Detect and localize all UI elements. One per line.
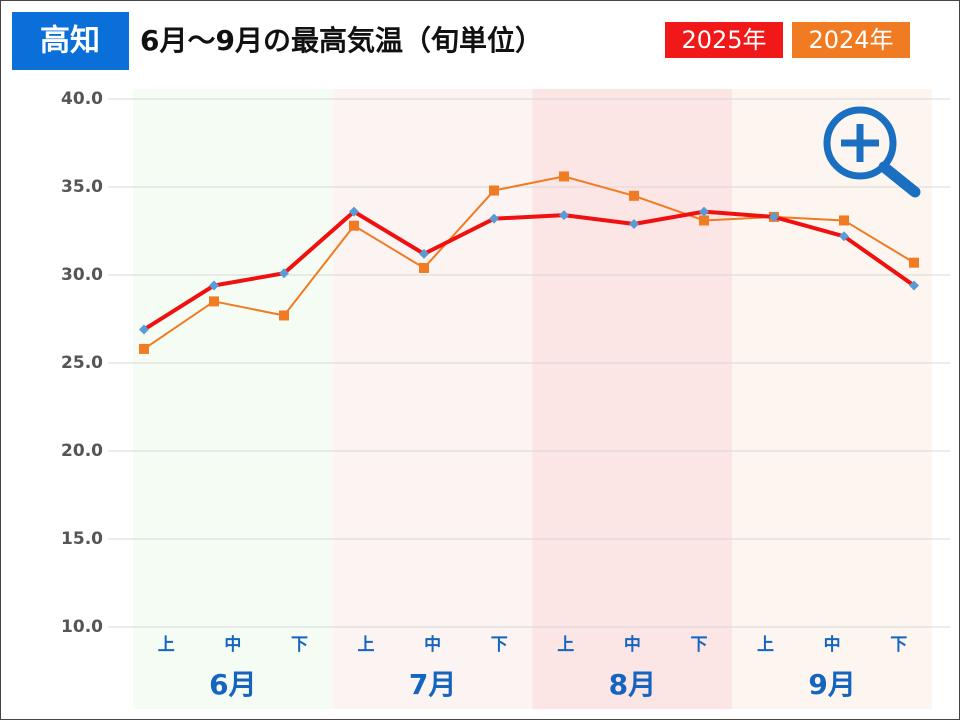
badge: 高知	[40, 24, 100, 59]
legend-label: 2025年	[681, 26, 766, 54]
marker	[769, 211, 779, 222]
x-tick-label: 中	[424, 634, 441, 655]
x-tick-label: 中	[824, 634, 841, 655]
badge-box	[12, 12, 129, 70]
marker	[209, 280, 219, 291]
marker	[559, 171, 569, 182]
marker	[909, 257, 919, 268]
legend-label: 2024年	[808, 26, 893, 54]
marker	[279, 310, 289, 321]
month-label: 7月	[409, 668, 456, 701]
x-tick-label: 下	[690, 635, 707, 655]
x-tick-label: 中	[224, 634, 241, 655]
x-tick-label: 上	[757, 635, 774, 655]
month-label: 8月	[609, 668, 656, 701]
y-tick-label: 30.0	[61, 265, 103, 285]
marker	[209, 296, 219, 307]
legend: 2025年 2024年	[665, 22, 910, 58]
x-tick-label: 下	[890, 635, 907, 655]
zoom-icon[interactable]	[823, 106, 921, 198]
month-band	[133, 89, 333, 709]
y-tick-label: 35.0	[61, 177, 103, 197]
y-tick-label: 20.0	[61, 441, 103, 461]
marker	[139, 343, 149, 354]
x-tick-label: 上	[158, 635, 175, 655]
marker	[839, 231, 849, 242]
marker	[699, 215, 709, 226]
x-tick-label: 上	[557, 635, 574, 655]
marker	[489, 185, 499, 196]
marker	[559, 210, 569, 221]
y-tick-label: 40.0	[61, 89, 103, 109]
legend-box	[792, 22, 910, 58]
series-line	[143, 175, 915, 350]
x-tick-label: 下	[491, 635, 508, 655]
month-band	[332, 89, 533, 709]
marker	[699, 206, 709, 217]
plot: 10.0 15.0 20.0 25.0 30.0 35.0 40.0 上 中 下 上 中 下 上 中 下 上 中 下	[61, 89, 950, 655]
marker	[139, 324, 149, 335]
x-tick-label: 上	[358, 635, 375, 655]
month-label: 6月	[209, 668, 256, 701]
marker	[349, 220, 359, 231]
marker	[419, 248, 429, 259]
marker	[349, 206, 359, 217]
marker	[489, 213, 499, 224]
x-tick-label: 中	[624, 634, 641, 655]
marker	[839, 215, 849, 226]
marker	[279, 268, 289, 279]
month-label: 9月	[808, 668, 855, 701]
y-tick-label: 15.0	[61, 529, 103, 549]
series-line	[142, 209, 916, 332]
legend-box	[665, 22, 783, 58]
month-band	[732, 89, 932, 709]
x-tick-label: 下	[291, 635, 308, 655]
marker	[629, 190, 639, 201]
chart-title: 6月～9月の最高気温（旬単位）	[140, 24, 543, 57]
marker	[629, 218, 639, 229]
marker	[909, 280, 919, 291]
marker	[419, 262, 429, 273]
month-band	[532, 89, 733, 709]
y-tick-label: 25.0	[61, 353, 103, 373]
y-tick-label: 10.0	[61, 617, 103, 637]
